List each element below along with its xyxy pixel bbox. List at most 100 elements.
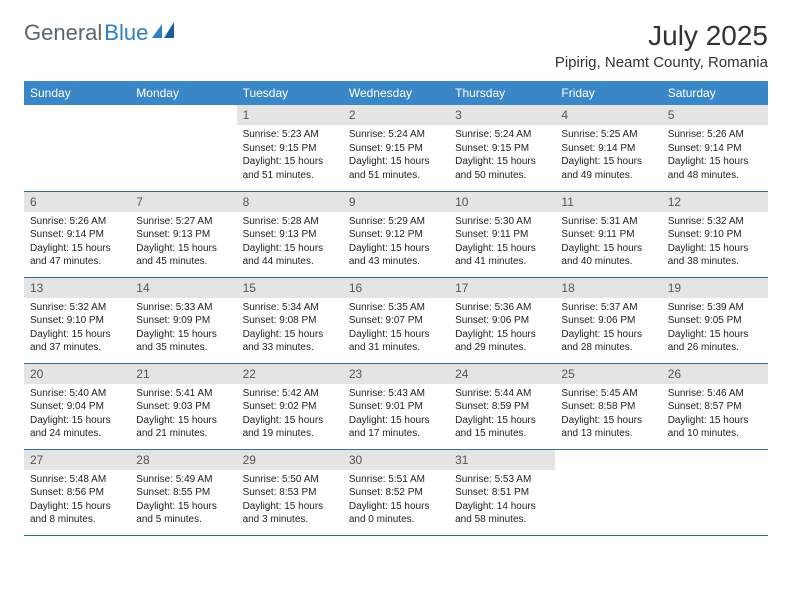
day-data: Sunrise: 5:33 AMSunset: 9:09 PMDaylight:… xyxy=(130,298,236,359)
day-number: 21 xyxy=(130,364,236,384)
day-number: 23 xyxy=(343,364,449,384)
day-data: Sunrise: 5:32 AMSunset: 9:10 PMDaylight:… xyxy=(662,212,768,273)
day-data: Sunrise: 5:24 AMSunset: 9:15 PMDaylight:… xyxy=(449,125,555,186)
day-number: 11 xyxy=(555,192,661,212)
day-number: 19 xyxy=(662,278,768,298)
calendar-cell-empty xyxy=(130,105,236,191)
calendar-cell: 20Sunrise: 5:40 AMSunset: 9:04 PMDayligh… xyxy=(24,363,130,449)
calendar-cell-empty xyxy=(555,449,661,535)
day-data: Sunrise: 5:45 AMSunset: 8:58 PMDaylight:… xyxy=(555,384,661,445)
day-data: Sunrise: 5:46 AMSunset: 8:57 PMDaylight:… xyxy=(662,384,768,445)
brand-logo: GeneralBlue xyxy=(24,20,178,46)
logo-sail-icon xyxy=(152,22,178,45)
day-number: 28 xyxy=(130,450,236,470)
day-number: 27 xyxy=(24,450,130,470)
calendar-cell: 10Sunrise: 5:30 AMSunset: 9:11 PMDayligh… xyxy=(449,191,555,277)
day-data: Sunrise: 5:42 AMSunset: 9:02 PMDaylight:… xyxy=(237,384,343,445)
calendar-cell: 7Sunrise: 5:27 AMSunset: 9:13 PMDaylight… xyxy=(130,191,236,277)
day-number: 31 xyxy=(449,450,555,470)
weekday-header: Sunday xyxy=(24,81,130,105)
title-block: July 2025 Pipirig, Neamt County, Romania xyxy=(555,20,768,71)
calendar-cell: 6Sunrise: 5:26 AMSunset: 9:14 PMDaylight… xyxy=(24,191,130,277)
day-data: Sunrise: 5:31 AMSunset: 9:11 PMDaylight:… xyxy=(555,212,661,273)
day-number: 18 xyxy=(555,278,661,298)
calendar-cell: 26Sunrise: 5:46 AMSunset: 8:57 PMDayligh… xyxy=(662,363,768,449)
calendar-cell: 19Sunrise: 5:39 AMSunset: 9:05 PMDayligh… xyxy=(662,277,768,363)
day-number: 22 xyxy=(237,364,343,384)
day-data: Sunrise: 5:24 AMSunset: 9:15 PMDaylight:… xyxy=(343,125,449,186)
day-data: Sunrise: 5:40 AMSunset: 9:04 PMDaylight:… xyxy=(24,384,130,445)
day-data: Sunrise: 5:43 AMSunset: 9:01 PMDaylight:… xyxy=(343,384,449,445)
weekday-header: Wednesday xyxy=(343,81,449,105)
calendar-cell-empty xyxy=(662,449,768,535)
calendar-cell: 8Sunrise: 5:28 AMSunset: 9:13 PMDaylight… xyxy=(237,191,343,277)
calendar-cell: 1Sunrise: 5:23 AMSunset: 9:15 PMDaylight… xyxy=(237,105,343,191)
calendar-cell: 27Sunrise: 5:48 AMSunset: 8:56 PMDayligh… xyxy=(24,449,130,535)
day-data: Sunrise: 5:25 AMSunset: 9:14 PMDaylight:… xyxy=(555,125,661,186)
day-data: Sunrise: 5:26 AMSunset: 9:14 PMDaylight:… xyxy=(662,125,768,186)
day-data: Sunrise: 5:35 AMSunset: 9:07 PMDaylight:… xyxy=(343,298,449,359)
day-number: 16 xyxy=(343,278,449,298)
calendar-cell: 3Sunrise: 5:24 AMSunset: 9:15 PMDaylight… xyxy=(449,105,555,191)
day-number: 14 xyxy=(130,278,236,298)
day-data: Sunrise: 5:29 AMSunset: 9:12 PMDaylight:… xyxy=(343,212,449,273)
day-data: Sunrise: 5:37 AMSunset: 9:06 PMDaylight:… xyxy=(555,298,661,359)
day-number: 25 xyxy=(555,364,661,384)
weekday-header: Saturday xyxy=(662,81,768,105)
day-data: Sunrise: 5:48 AMSunset: 8:56 PMDaylight:… xyxy=(24,470,130,531)
day-number: 15 xyxy=(237,278,343,298)
day-data: Sunrise: 5:32 AMSunset: 9:10 PMDaylight:… xyxy=(24,298,130,359)
header: GeneralBlue July 2025 Pipirig, Neamt Cou… xyxy=(24,20,768,71)
day-number: 9 xyxy=(343,192,449,212)
day-data: Sunrise: 5:34 AMSunset: 9:08 PMDaylight:… xyxy=(237,298,343,359)
weekday-header: Thursday xyxy=(449,81,555,105)
day-number: 3 xyxy=(449,105,555,125)
day-data: Sunrise: 5:53 AMSunset: 8:51 PMDaylight:… xyxy=(449,470,555,531)
day-data: Sunrise: 5:44 AMSunset: 8:59 PMDaylight:… xyxy=(449,384,555,445)
calendar-cell: 2Sunrise: 5:24 AMSunset: 9:15 PMDaylight… xyxy=(343,105,449,191)
calendar-row: 1Sunrise: 5:23 AMSunset: 9:15 PMDaylight… xyxy=(24,105,768,191)
weekday-header: Tuesday xyxy=(237,81,343,105)
weekday-header: Friday xyxy=(555,81,661,105)
calendar-cell: 9Sunrise: 5:29 AMSunset: 9:12 PMDaylight… xyxy=(343,191,449,277)
day-number: 8 xyxy=(237,192,343,212)
day-data: Sunrise: 5:28 AMSunset: 9:13 PMDaylight:… xyxy=(237,212,343,273)
calendar-cell: 17Sunrise: 5:36 AMSunset: 9:06 PMDayligh… xyxy=(449,277,555,363)
calendar-cell: 25Sunrise: 5:45 AMSunset: 8:58 PMDayligh… xyxy=(555,363,661,449)
day-number: 5 xyxy=(662,105,768,125)
day-data: Sunrise: 5:49 AMSunset: 8:55 PMDaylight:… xyxy=(130,470,236,531)
calendar-row: 6Sunrise: 5:26 AMSunset: 9:14 PMDaylight… xyxy=(24,191,768,277)
calendar-row: 13Sunrise: 5:32 AMSunset: 9:10 PMDayligh… xyxy=(24,277,768,363)
day-number: 2 xyxy=(343,105,449,125)
day-number: 1 xyxy=(237,105,343,125)
weekday-header-row: SundayMondayTuesdayWednesdayThursdayFrid… xyxy=(24,81,768,105)
day-number: 12 xyxy=(662,192,768,212)
day-number: 17 xyxy=(449,278,555,298)
day-number: 29 xyxy=(237,450,343,470)
calendar-cell: 14Sunrise: 5:33 AMSunset: 9:09 PMDayligh… xyxy=(130,277,236,363)
calendar-row: 27Sunrise: 5:48 AMSunset: 8:56 PMDayligh… xyxy=(24,449,768,535)
brand-part1: General xyxy=(24,20,102,46)
calendar-cell: 21Sunrise: 5:41 AMSunset: 9:03 PMDayligh… xyxy=(130,363,236,449)
day-number: 24 xyxy=(449,364,555,384)
day-number: 13 xyxy=(24,278,130,298)
calendar-cell: 16Sunrise: 5:35 AMSunset: 9:07 PMDayligh… xyxy=(343,277,449,363)
calendar-cell: 29Sunrise: 5:50 AMSunset: 8:53 PMDayligh… xyxy=(237,449,343,535)
brand-part2: Blue xyxy=(104,20,148,46)
day-number: 7 xyxy=(130,192,236,212)
day-data: Sunrise: 5:36 AMSunset: 9:06 PMDaylight:… xyxy=(449,298,555,359)
calendar-cell: 30Sunrise: 5:51 AMSunset: 8:52 PMDayligh… xyxy=(343,449,449,535)
calendar-cell: 15Sunrise: 5:34 AMSunset: 9:08 PMDayligh… xyxy=(237,277,343,363)
day-number: 26 xyxy=(662,364,768,384)
day-number: 6 xyxy=(24,192,130,212)
calendar-row: 20Sunrise: 5:40 AMSunset: 9:04 PMDayligh… xyxy=(24,363,768,449)
day-number: 4 xyxy=(555,105,661,125)
calendar-cell: 24Sunrise: 5:44 AMSunset: 8:59 PMDayligh… xyxy=(449,363,555,449)
calendar-cell: 5Sunrise: 5:26 AMSunset: 9:14 PMDaylight… xyxy=(662,105,768,191)
calendar-cell: 28Sunrise: 5:49 AMSunset: 8:55 PMDayligh… xyxy=(130,449,236,535)
calendar-cell: 18Sunrise: 5:37 AMSunset: 9:06 PMDayligh… xyxy=(555,277,661,363)
day-data: Sunrise: 5:41 AMSunset: 9:03 PMDaylight:… xyxy=(130,384,236,445)
day-data: Sunrise: 5:30 AMSunset: 9:11 PMDaylight:… xyxy=(449,212,555,273)
day-data: Sunrise: 5:50 AMSunset: 8:53 PMDaylight:… xyxy=(237,470,343,531)
day-data: Sunrise: 5:51 AMSunset: 8:52 PMDaylight:… xyxy=(343,470,449,531)
